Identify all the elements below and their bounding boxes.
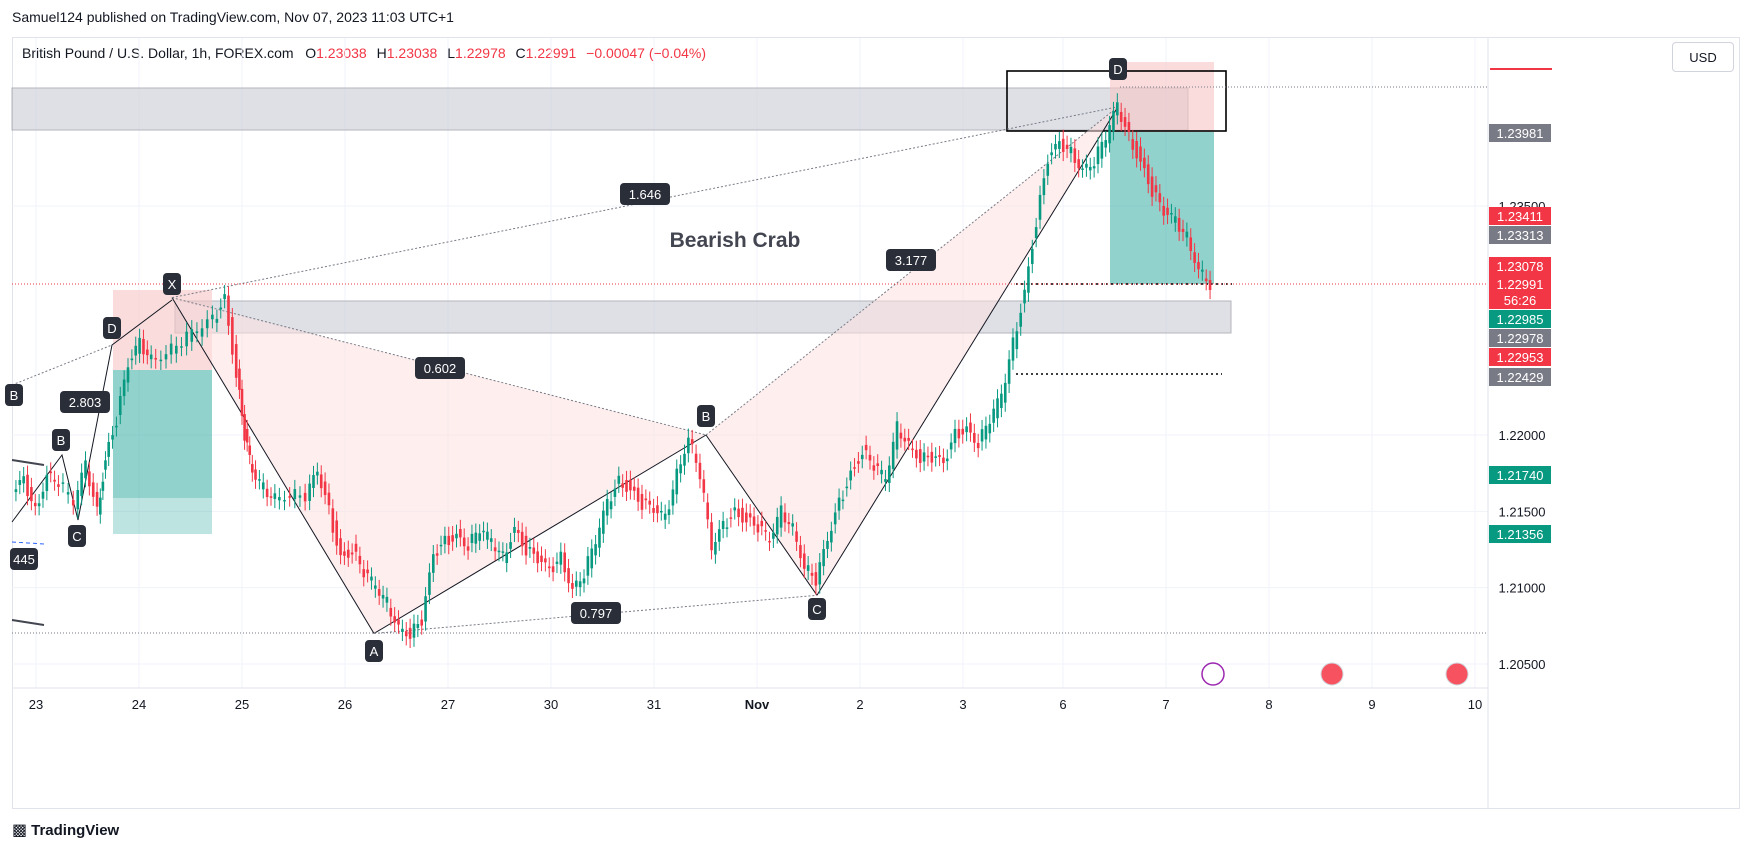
high-label: H [376,45,387,61]
low-value: 1.22978 [455,45,506,61]
low-label: L [447,45,456,61]
tv-logo-icon: ▩ [12,822,28,839]
symbol-legend: British Pound / U.S. Dollar, 1h, FOREX.c… [22,45,712,61]
high-value: 1.23038 [386,45,438,61]
publisher-line: Samuel124 published on TradingView.com, … [12,9,454,25]
close-value: 1.22991 [525,45,577,61]
change-value: −0.00047 (−0.04%) [586,45,707,61]
close-label: C [515,45,526,61]
symbol-title[interactable]: British Pound / U.S. Dollar, 1h, FOREX.c… [22,45,294,61]
chart-frame [12,37,1740,809]
open-value: 1.23038 [316,45,367,61]
brand-name: TradingView [31,821,120,839]
tradingview-logo[interactable]: ▩ TradingView [12,820,119,840]
currency-button[interactable]: USD [1672,42,1734,72]
open-label: O [305,45,317,61]
